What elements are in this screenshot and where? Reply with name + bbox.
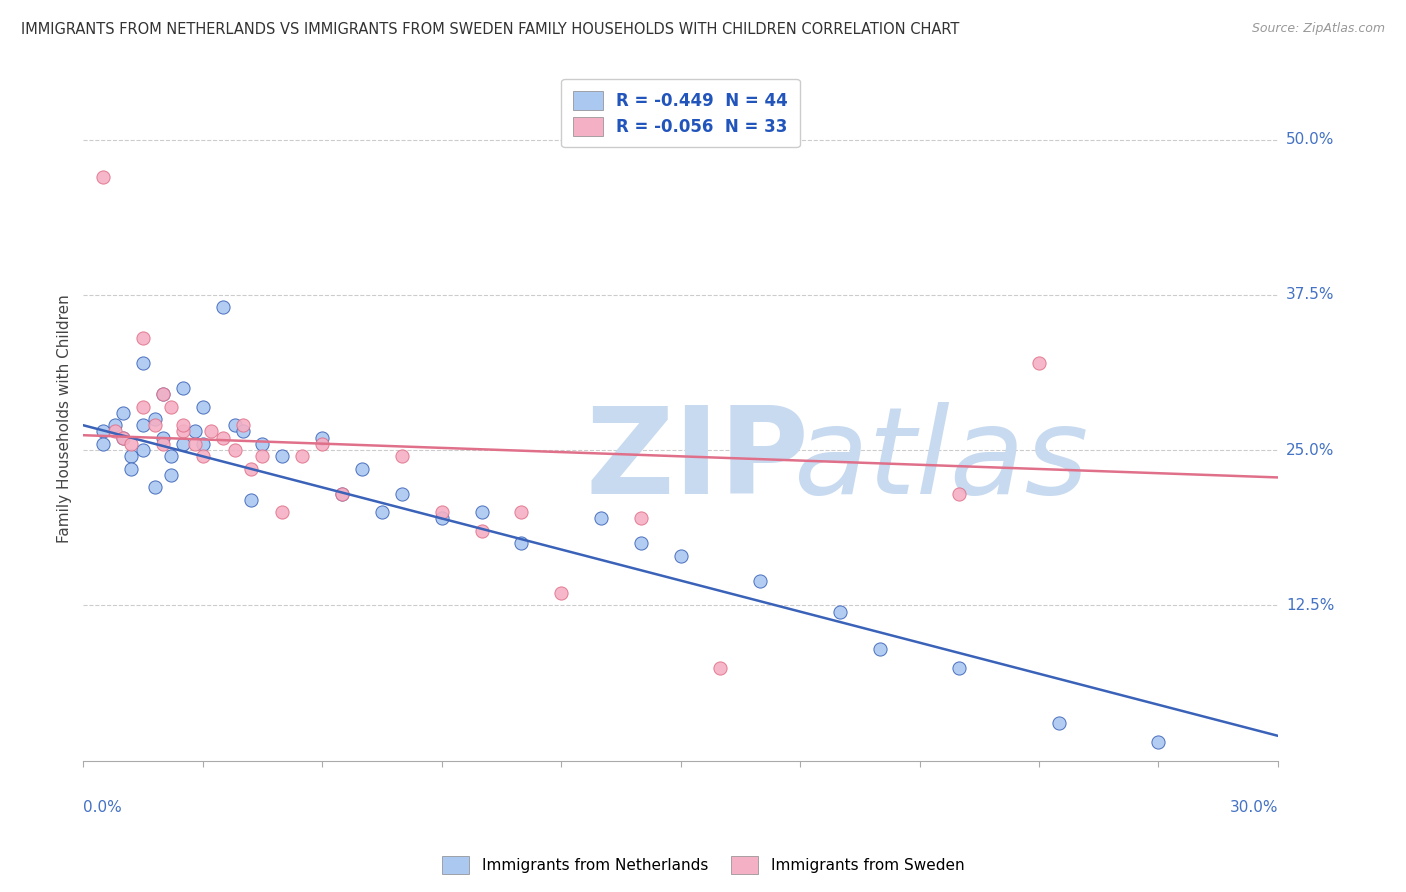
- Point: [91, 169, 114, 184]
- Point: [1028, 356, 1050, 370]
- Text: ZIP: ZIP: [585, 401, 808, 518]
- Point: [160, 450, 183, 464]
- Point: [232, 418, 254, 433]
- Point: [91, 437, 114, 451]
- Point: [252, 437, 274, 451]
- Point: [160, 400, 183, 414]
- Point: [152, 437, 174, 451]
- Point: [200, 425, 222, 439]
- Point: [132, 400, 155, 414]
- Point: [172, 418, 194, 433]
- Point: [172, 425, 194, 439]
- Point: [709, 660, 731, 674]
- Point: [271, 450, 294, 464]
- Point: [112, 431, 135, 445]
- Text: 25.0%: 25.0%: [1286, 442, 1334, 458]
- Point: [330, 486, 353, 500]
- Point: [232, 425, 254, 439]
- Point: [669, 549, 692, 563]
- Text: atlas: atlas: [794, 401, 1090, 518]
- Point: [160, 467, 183, 482]
- Point: [948, 486, 970, 500]
- Point: [430, 505, 453, 519]
- Point: [152, 387, 174, 401]
- Point: [510, 505, 533, 519]
- Legend: R = -0.449  N = 44, R = -0.056  N = 33: R = -0.449 N = 44, R = -0.056 N = 33: [561, 78, 800, 147]
- Point: [143, 480, 166, 494]
- Point: [391, 450, 413, 464]
- Point: [191, 450, 214, 464]
- Point: [112, 406, 135, 420]
- Point: [1047, 716, 1070, 731]
- Point: [589, 511, 612, 525]
- Point: [239, 492, 262, 507]
- Point: [143, 412, 166, 426]
- Point: [132, 331, 155, 345]
- Point: [191, 400, 214, 414]
- Y-axis label: Family Households with Children: Family Households with Children: [58, 294, 72, 543]
- Point: [1147, 735, 1170, 749]
- Point: [143, 418, 166, 433]
- Point: [330, 486, 353, 500]
- Point: [828, 605, 851, 619]
- Point: [211, 431, 233, 445]
- Point: [311, 437, 333, 451]
- Point: [132, 418, 155, 433]
- Point: [350, 461, 373, 475]
- Text: IMMIGRANTS FROM NETHERLANDS VS IMMIGRANTS FROM SWEDEN FAMILY HOUSEHOLDS WITH CHI: IMMIGRANTS FROM NETHERLANDS VS IMMIGRANT…: [21, 22, 959, 37]
- Point: [239, 461, 262, 475]
- Point: [184, 425, 207, 439]
- Point: [224, 443, 246, 458]
- Point: [252, 450, 274, 464]
- Point: [172, 381, 194, 395]
- Legend: Immigrants from Netherlands, Immigrants from Sweden: Immigrants from Netherlands, Immigrants …: [436, 850, 970, 880]
- Text: 50.0%: 50.0%: [1286, 132, 1334, 147]
- Point: [224, 418, 246, 433]
- Point: [271, 505, 294, 519]
- Point: [391, 486, 413, 500]
- Point: [749, 574, 772, 588]
- Text: 37.5%: 37.5%: [1286, 287, 1334, 302]
- Point: [948, 660, 970, 674]
- Point: [132, 356, 155, 370]
- Point: [104, 418, 127, 433]
- Point: [470, 505, 492, 519]
- Point: [550, 586, 572, 600]
- Point: [470, 524, 492, 538]
- Point: [152, 431, 174, 445]
- Point: [132, 443, 155, 458]
- Point: [630, 511, 652, 525]
- Point: [211, 300, 233, 314]
- Text: Source: ZipAtlas.com: Source: ZipAtlas.com: [1251, 22, 1385, 36]
- Point: [172, 437, 194, 451]
- Point: [152, 387, 174, 401]
- Text: 30.0%: 30.0%: [1229, 799, 1278, 814]
- Point: [291, 450, 314, 464]
- Point: [184, 437, 207, 451]
- Text: 12.5%: 12.5%: [1286, 598, 1334, 613]
- Point: [120, 461, 142, 475]
- Point: [430, 511, 453, 525]
- Point: [371, 505, 394, 519]
- Text: 0.0%: 0.0%: [83, 799, 122, 814]
- Point: [191, 437, 214, 451]
- Point: [311, 431, 333, 445]
- Point: [104, 425, 127, 439]
- Point: [510, 536, 533, 550]
- Point: [112, 431, 135, 445]
- Point: [120, 450, 142, 464]
- Point: [869, 641, 891, 656]
- Point: [120, 437, 142, 451]
- Point: [91, 425, 114, 439]
- Point: [630, 536, 652, 550]
